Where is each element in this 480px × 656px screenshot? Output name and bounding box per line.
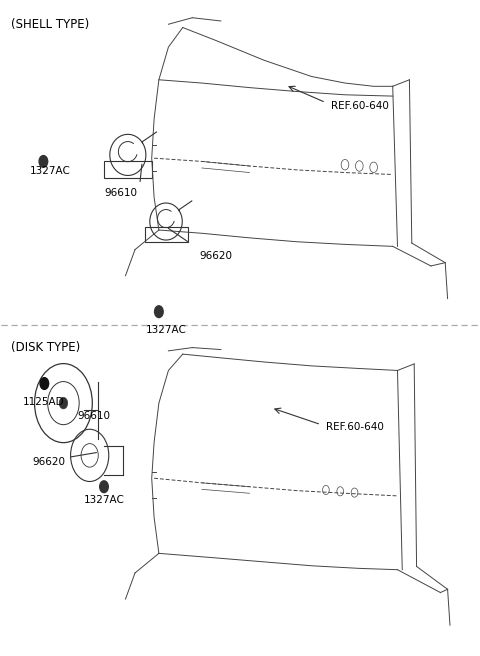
Circle shape xyxy=(59,398,68,409)
Text: 96620: 96620 xyxy=(199,251,232,261)
Text: REF.60-640: REF.60-640 xyxy=(326,422,384,432)
Text: 1125AD: 1125AD xyxy=(23,397,64,407)
Text: 1327AC: 1327AC xyxy=(145,325,186,335)
Text: REF.60-640: REF.60-640 xyxy=(331,101,388,111)
Circle shape xyxy=(155,306,163,318)
Text: 1327AC: 1327AC xyxy=(84,495,124,504)
Text: (DISK TYPE): (DISK TYPE) xyxy=(11,341,80,354)
Text: 1327AC: 1327AC xyxy=(30,166,71,176)
Text: 96610: 96610 xyxy=(78,411,111,421)
Text: 96610: 96610 xyxy=(104,188,137,197)
Circle shape xyxy=(40,378,48,390)
Circle shape xyxy=(100,481,108,493)
Text: (SHELL TYPE): (SHELL TYPE) xyxy=(11,18,89,31)
Text: 96620: 96620 xyxy=(33,457,65,467)
Circle shape xyxy=(39,155,48,167)
